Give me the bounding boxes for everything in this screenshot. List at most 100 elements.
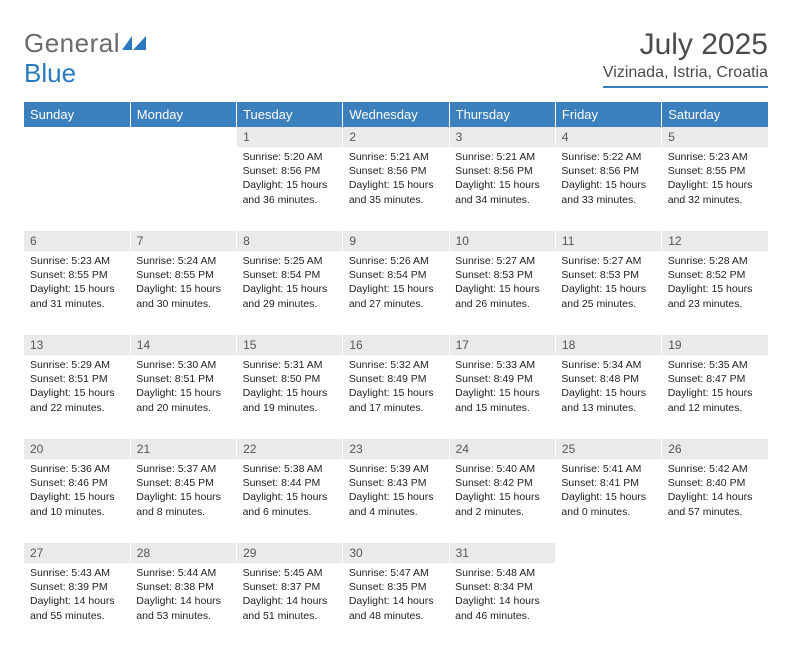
day-cell: Sunrise: 5:44 AMSunset: 8:38 PMDaylight:… (130, 563, 236, 647)
sunrise-line: Sunrise: 5:40 AM (455, 462, 549, 476)
day-cell: Sunrise: 5:28 AMSunset: 8:52 PMDaylight:… (662, 251, 768, 335)
day-number-cell: 26 (662, 439, 768, 459)
sunset-line: Sunset: 8:53 PM (561, 268, 655, 282)
day-cell: Sunrise: 5:29 AMSunset: 8:51 PMDaylight:… (24, 355, 130, 439)
sunrise-line: Sunrise: 5:34 AM (561, 358, 655, 372)
day-cell: Sunrise: 5:35 AMSunset: 8:47 PMDaylight:… (662, 355, 768, 439)
day-cell: Sunrise: 5:26 AMSunset: 8:54 PMDaylight:… (343, 251, 449, 335)
day-number-cell: 6 (24, 231, 130, 251)
day-cell: Sunrise: 5:31 AMSunset: 8:50 PMDaylight:… (237, 355, 343, 439)
day-cell (130, 147, 236, 231)
day-cell (24, 147, 130, 231)
daylight-line: Daylight: 14 hours and 51 minutes. (243, 594, 337, 622)
sunrise-line: Sunrise: 5:47 AM (349, 566, 443, 580)
daylight-line: Daylight: 14 hours and 53 minutes. (136, 594, 230, 622)
sunset-line: Sunset: 8:49 PM (349, 372, 443, 386)
sunrise-line: Sunrise: 5:22 AM (561, 150, 655, 164)
sunset-line: Sunset: 8:54 PM (349, 268, 443, 282)
day-number-cell: 30 (343, 543, 449, 563)
daylight-line: Daylight: 15 hours and 25 minutes. (561, 282, 655, 310)
day-number-row: 2728293031 (24, 543, 768, 563)
brand-part2: Blue (24, 58, 76, 89)
day-cell: Sunrise: 5:48 AMSunset: 8:34 PMDaylight:… (449, 563, 555, 647)
day-header: Tuesday (237, 102, 343, 127)
sunrise-line: Sunrise: 5:33 AM (455, 358, 549, 372)
brand-part1: General (24, 28, 120, 59)
daylight-line: Daylight: 15 hours and 35 minutes. (349, 178, 443, 206)
daylight-line: Daylight: 15 hours and 19 minutes. (243, 386, 337, 414)
sunset-line: Sunset: 8:45 PM (136, 476, 230, 490)
header: General July 2025 Vizinada, Istria, Croa… (24, 28, 768, 88)
daylight-line: Daylight: 14 hours and 57 minutes. (668, 490, 762, 518)
day-number-cell (662, 543, 768, 563)
day-number-cell (130, 127, 236, 147)
sunrise-line: Sunrise: 5:37 AM (136, 462, 230, 476)
daylight-line: Daylight: 15 hours and 20 minutes. (136, 386, 230, 414)
day-cell: Sunrise: 5:25 AMSunset: 8:54 PMDaylight:… (237, 251, 343, 335)
sunset-line: Sunset: 8:41 PM (561, 476, 655, 490)
day-number-cell: 16 (343, 335, 449, 355)
day-cell: Sunrise: 5:40 AMSunset: 8:42 PMDaylight:… (449, 459, 555, 543)
day-header-row: SundayMondayTuesdayWednesdayThursdayFrid… (24, 102, 768, 127)
day-cell: Sunrise: 5:24 AMSunset: 8:55 PMDaylight:… (130, 251, 236, 335)
day-cell: Sunrise: 5:27 AMSunset: 8:53 PMDaylight:… (555, 251, 661, 335)
day-number-cell: 27 (24, 543, 130, 563)
sunset-line: Sunset: 8:56 PM (561, 164, 655, 178)
day-number-cell: 8 (237, 231, 343, 251)
daylight-line: Daylight: 15 hours and 36 minutes. (243, 178, 337, 206)
sunrise-line: Sunrise: 5:44 AM (136, 566, 230, 580)
day-number-row: 12345 (24, 127, 768, 147)
day-number-cell: 13 (24, 335, 130, 355)
daylight-line: Daylight: 15 hours and 33 minutes. (561, 178, 655, 206)
daylight-line: Daylight: 15 hours and 32 minutes. (668, 178, 762, 206)
daylight-line: Daylight: 15 hours and 30 minutes. (136, 282, 230, 310)
daylight-line: Daylight: 15 hours and 4 minutes. (349, 490, 443, 518)
day-number-cell: 29 (237, 543, 343, 563)
sunset-line: Sunset: 8:46 PM (30, 476, 124, 490)
sunrise-line: Sunrise: 5:21 AM (349, 150, 443, 164)
sunset-line: Sunset: 8:48 PM (561, 372, 655, 386)
sunset-line: Sunset: 8:44 PM (243, 476, 337, 490)
daylight-line: Daylight: 14 hours and 55 minutes. (30, 594, 124, 622)
sunrise-line: Sunrise: 5:20 AM (243, 150, 337, 164)
day-number-cell (555, 543, 661, 563)
sunset-line: Sunset: 8:51 PM (30, 372, 124, 386)
sunset-line: Sunset: 8:43 PM (349, 476, 443, 490)
day-cell: Sunrise: 5:21 AMSunset: 8:56 PMDaylight:… (343, 147, 449, 231)
day-cell: Sunrise: 5:27 AMSunset: 8:53 PMDaylight:… (449, 251, 555, 335)
daylight-line: Daylight: 15 hours and 2 minutes. (455, 490, 549, 518)
day-cell (662, 563, 768, 647)
day-number-cell: 24 (449, 439, 555, 459)
day-number-cell: 11 (555, 231, 661, 251)
sunrise-line: Sunrise: 5:28 AM (668, 254, 762, 268)
day-cell: Sunrise: 5:42 AMSunset: 8:40 PMDaylight:… (662, 459, 768, 543)
day-cell: Sunrise: 5:32 AMSunset: 8:49 PMDaylight:… (343, 355, 449, 439)
day-number-cell: 25 (555, 439, 661, 459)
day-header: Sunday (24, 102, 130, 127)
day-number-cell: 9 (343, 231, 449, 251)
day-number-cell: 23 (343, 439, 449, 459)
day-cell: Sunrise: 5:20 AMSunset: 8:56 PMDaylight:… (237, 147, 343, 231)
sunset-line: Sunset: 8:34 PM (455, 580, 549, 594)
day-number-cell: 31 (449, 543, 555, 563)
daylight-line: Daylight: 15 hours and 26 minutes. (455, 282, 549, 310)
day-cell: Sunrise: 5:47 AMSunset: 8:35 PMDaylight:… (343, 563, 449, 647)
sunrise-line: Sunrise: 5:35 AM (668, 358, 762, 372)
day-content-row: Sunrise: 5:23 AMSunset: 8:55 PMDaylight:… (24, 251, 768, 335)
day-cell: Sunrise: 5:21 AMSunset: 8:56 PMDaylight:… (449, 147, 555, 231)
sunset-line: Sunset: 8:40 PM (668, 476, 762, 490)
daylight-line: Daylight: 15 hours and 23 minutes. (668, 282, 762, 310)
day-number-cell: 22 (237, 439, 343, 459)
sunset-line: Sunset: 8:55 PM (30, 268, 124, 282)
daylight-line: Daylight: 14 hours and 46 minutes. (455, 594, 549, 622)
day-cell: Sunrise: 5:30 AMSunset: 8:51 PMDaylight:… (130, 355, 236, 439)
day-number-row: 20212223242526 (24, 439, 768, 459)
sunrise-line: Sunrise: 5:27 AM (561, 254, 655, 268)
day-cell: Sunrise: 5:38 AMSunset: 8:44 PMDaylight:… (237, 459, 343, 543)
calendar-table: SundayMondayTuesdayWednesdayThursdayFrid… (24, 102, 768, 647)
sunrise-line: Sunrise: 5:26 AM (349, 254, 443, 268)
daylight-line: Daylight: 15 hours and 27 minutes. (349, 282, 443, 310)
daylight-line: Daylight: 15 hours and 15 minutes. (455, 386, 549, 414)
day-number-cell: 1 (237, 127, 343, 147)
sunrise-line: Sunrise: 5:41 AM (561, 462, 655, 476)
